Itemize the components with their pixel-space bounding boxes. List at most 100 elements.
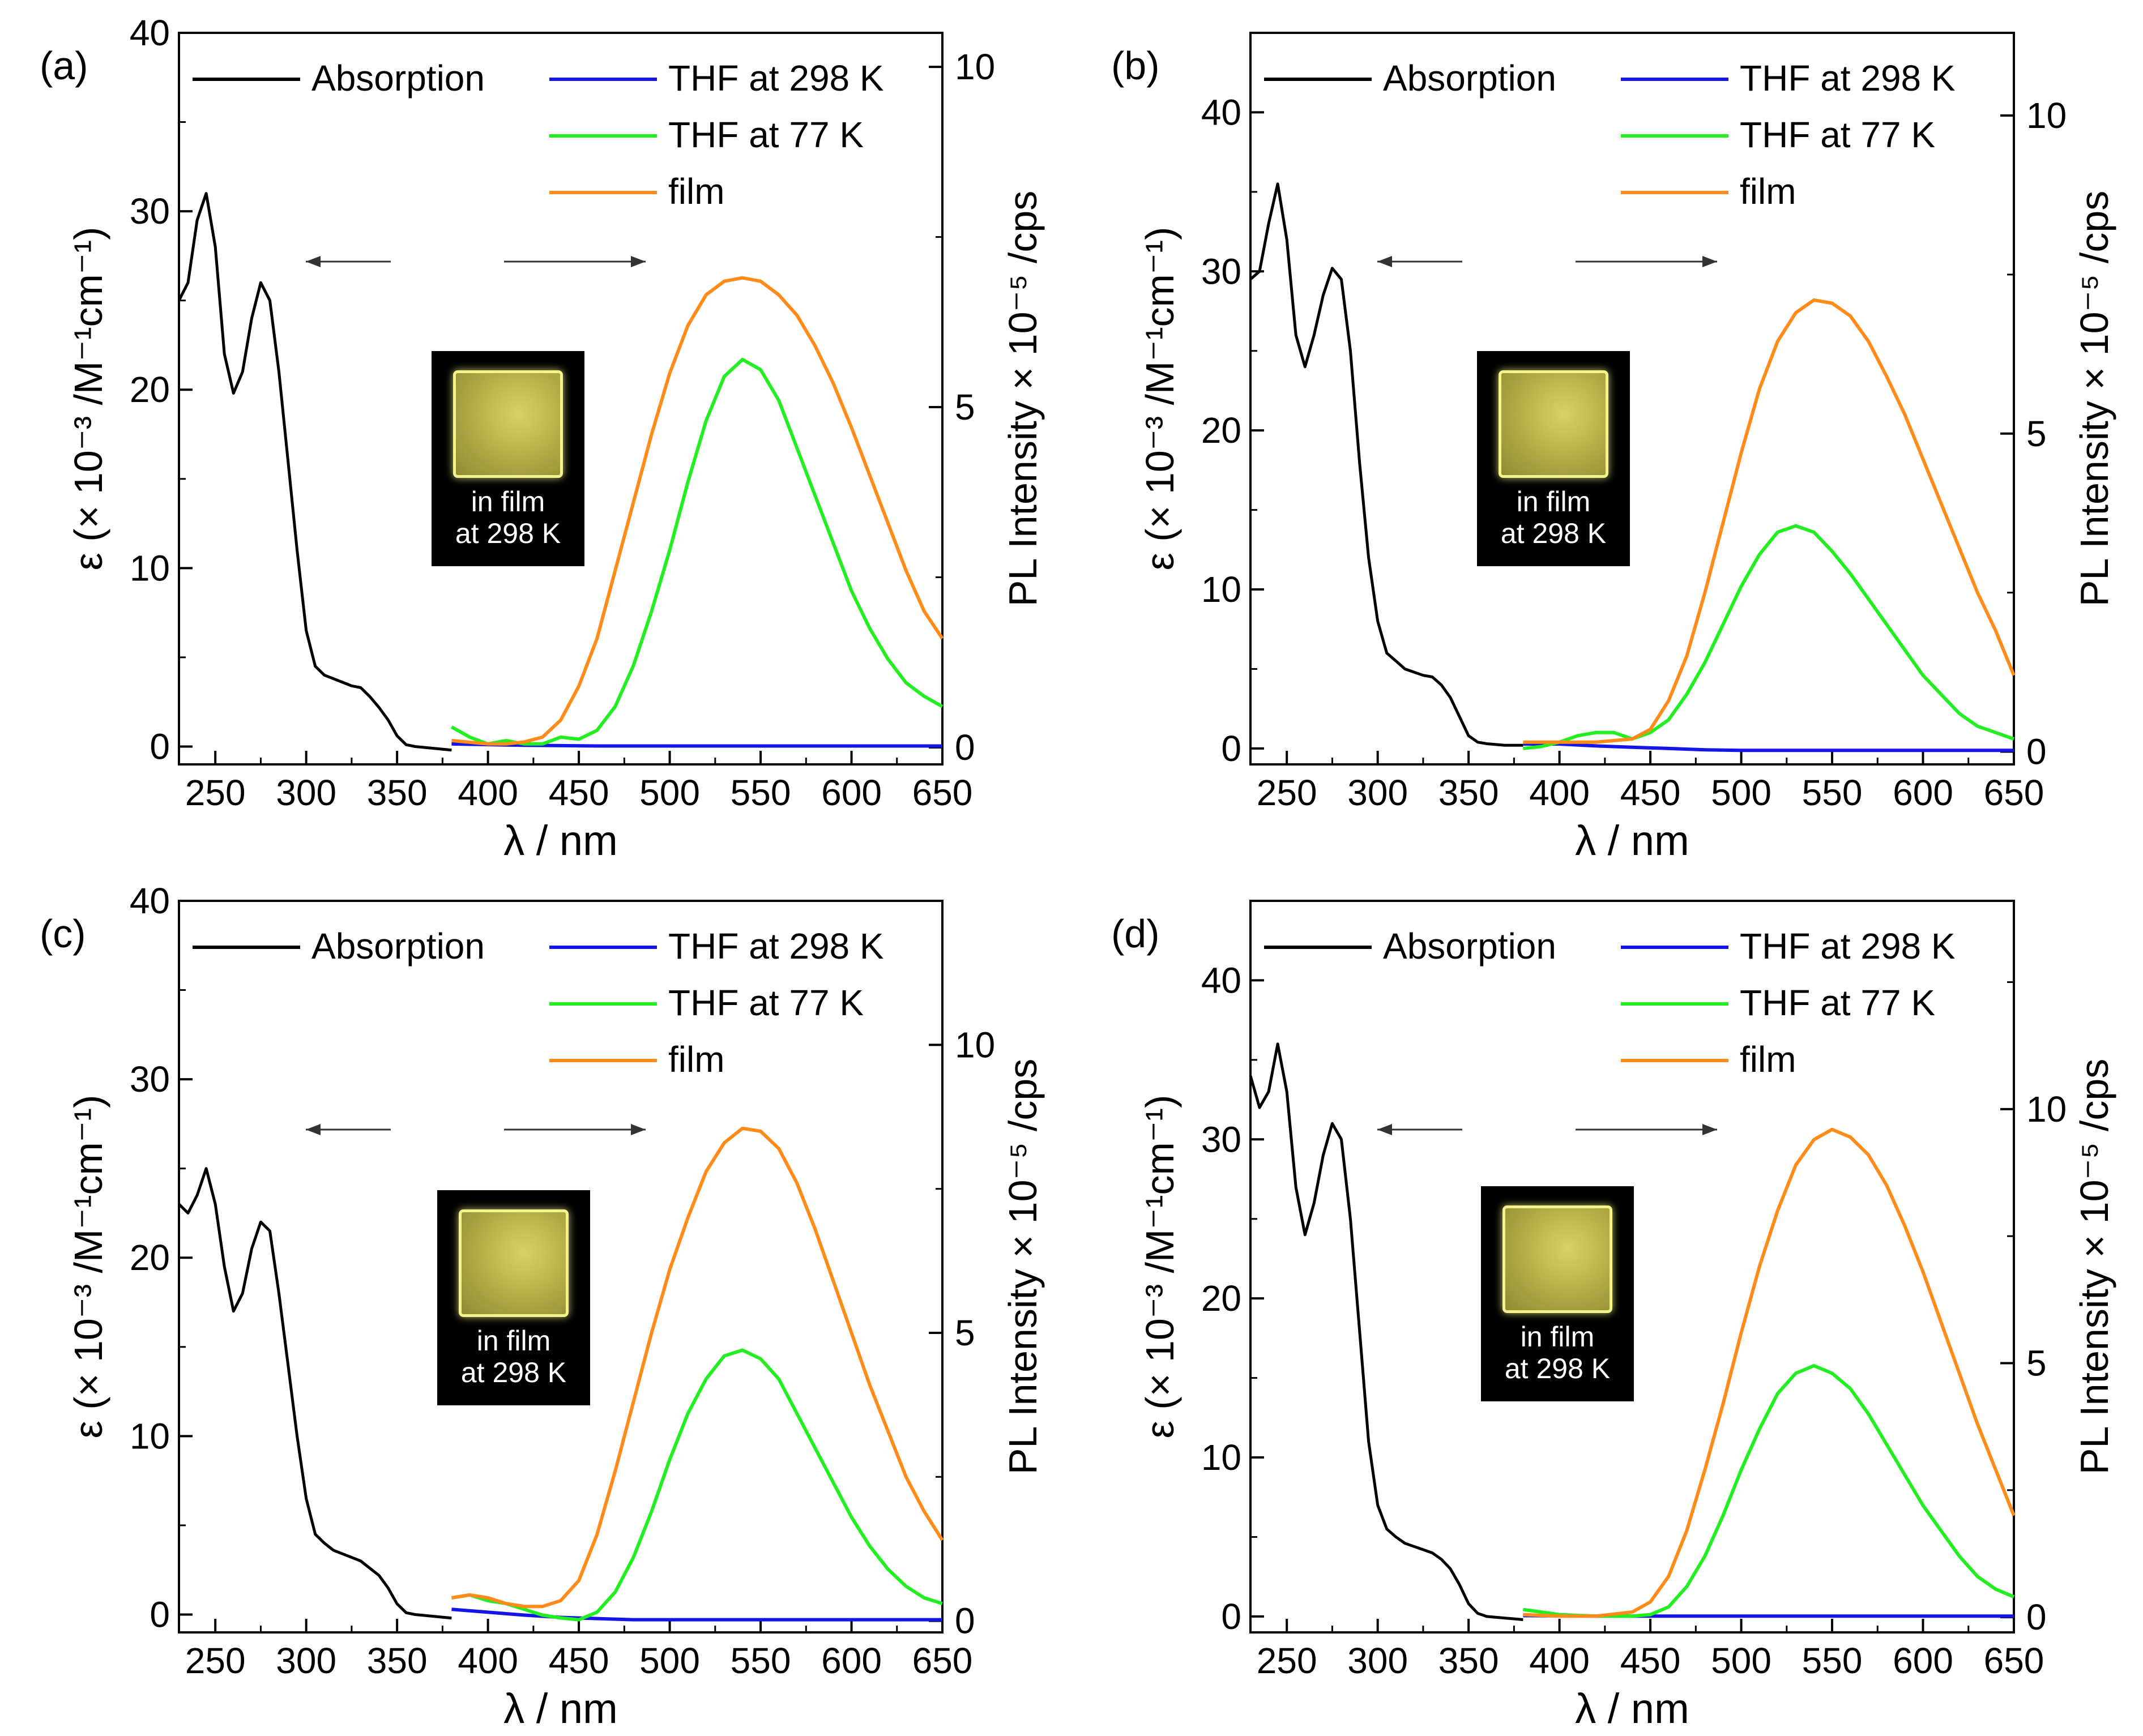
film-sample-image <box>1499 370 1608 478</box>
inset-caption-line: in film <box>471 486 545 518</box>
x-tick-label: 600 <box>1893 1640 1953 1681</box>
x-tick-label: 600 <box>821 1640 882 1681</box>
direction-arrowhead <box>1377 1124 1392 1135</box>
plot-frame <box>178 900 944 1634</box>
y-right-tick-label: 0 <box>2026 732 2047 772</box>
plot-frame <box>1249 900 2015 1634</box>
film-photo-inset: in film at 298 K <box>437 1190 590 1405</box>
chart-svg: 250 300 350 400 450 500 550 600 6500102030400510… <box>40 12 1045 864</box>
y-right-axis-label: PL Intensity × 10⁻⁵ /cps <box>1001 1059 1045 1475</box>
legend-label: THF at 298 K <box>1740 926 1956 967</box>
y-left-axis-label: ε (× 10⁻³ /M⁻¹cm⁻¹) <box>66 1095 110 1439</box>
legend-label: film <box>668 1039 725 1080</box>
y-left-tick-label: 0 <box>150 726 170 767</box>
x-tick-label: 300 <box>1347 772 1408 813</box>
film-sample-image <box>1502 1205 1612 1313</box>
inset-caption-line: in film <box>476 1325 551 1357</box>
film-photo-inset: in film at 298 K <box>1481 1186 1634 1401</box>
inset-caption-line: at 298 K <box>1500 518 1607 549</box>
series-line-absorption <box>1249 1042 1523 1621</box>
x-axis-label: λ / nm <box>1575 817 1689 864</box>
legend-label: THF at 298 K <box>1740 58 1956 99</box>
series-line-film <box>451 276 944 746</box>
legend-label: Absorption <box>311 58 485 99</box>
y-left-tick-label: 10 <box>130 548 170 588</box>
y-left-tick-label: 30 <box>1201 251 1241 292</box>
chart-svg: 250 300 350 400 450 500 550 600 6500102030400510… <box>1111 900 2116 1732</box>
panel-label: (a) <box>40 44 88 88</box>
y-right-axis-label: PL Intensity × 10⁻⁵ /cps <box>1001 191 1045 607</box>
y-left-axis-label: ε (× 10⁻³ /M⁻¹cm⁻¹) <box>1138 1095 1182 1439</box>
direction-arrowhead <box>631 256 646 267</box>
x-tick-label: 350 <box>1438 1640 1499 1681</box>
inset-caption: in film at 298 K <box>437 1325 590 1388</box>
direction-arrowhead <box>631 1124 646 1135</box>
x-tick-label: 500 <box>1711 772 1771 813</box>
x-tick-label: 350 <box>367 772 428 813</box>
legend-label: film <box>1740 1039 1796 1080</box>
series-line-thf-at-298-k <box>1523 742 2014 752</box>
inset-caption-line: in film <box>1520 1321 1595 1353</box>
legend-label: Absorption <box>311 926 485 967</box>
series-line-thf-at-77-k <box>1523 524 2014 750</box>
y-left-tick-label: 30 <box>130 1059 170 1100</box>
x-tick-label: 650 <box>912 1640 973 1681</box>
x-tick-label: 300 <box>276 1640 336 1681</box>
direction-arrowhead <box>1377 256 1392 267</box>
film-sample-image <box>453 370 563 478</box>
legend-label: film <box>1740 171 1796 212</box>
x-tick-label: 300 <box>1347 1640 1408 1681</box>
y-left-tick-label: 40 <box>1201 92 1241 132</box>
x-tick-label: 400 <box>458 1640 518 1681</box>
y-right-tick-label: 0 <box>955 727 975 768</box>
y-left-axis-label: ε (× 10⁻³ /M⁻¹cm⁻¹) <box>1138 227 1182 571</box>
x-axis-label: λ / nm <box>503 1685 617 1732</box>
chart-panel-d: 250 300 350 400 450 500 550 600 650 0 10 20 30 40 0 5 10… <box>1072 868 2143 1736</box>
y-left-tick-label: 10 <box>130 1416 170 1456</box>
y-left-tick-label: 0 <box>1221 1596 1241 1637</box>
inset-caption: in film at 298 K <box>1481 1321 1634 1384</box>
y-right-tick-label: 5 <box>955 387 975 427</box>
chart-svg: 250 300 350 400 450 500 550 600 6500102030400510… <box>40 880 1045 1732</box>
inset-caption-line: in film <box>1516 486 1591 518</box>
y-left-tick-label: 20 <box>1201 1278 1241 1319</box>
y-left-tick-label: 20 <box>1201 410 1241 451</box>
inset-caption-line: at 298 K <box>1504 1353 1611 1384</box>
series-line-film <box>1523 1127 2016 1618</box>
plot-frame <box>1249 32 2015 766</box>
panel-label: (c) <box>40 912 86 956</box>
x-tick-label: 550 <box>731 1640 791 1681</box>
x-tick-label: 650 <box>1984 1640 2044 1681</box>
x-tick-label: 450 <box>549 1640 609 1681</box>
legend-label: THF at 77 K <box>668 982 864 1023</box>
legend-label: THF at 298 K <box>668 58 884 99</box>
x-tick-label: 500 <box>1711 1640 1771 1681</box>
x-axis-label: λ / nm <box>1575 1685 1689 1732</box>
inset-caption: in film at 298 K <box>1477 486 1630 549</box>
y-left-tick-label: 10 <box>1201 569 1241 610</box>
x-tick-label: 400 <box>1529 772 1590 813</box>
series-line-absorption <box>177 192 452 752</box>
x-tick-label: 450 <box>549 772 609 813</box>
plot-frame <box>178 32 944 766</box>
inset-caption: in film at 298 K <box>432 486 584 549</box>
legend-label: film <box>668 171 725 212</box>
x-tick-label: 350 <box>1438 772 1499 813</box>
panel-label: (b) <box>1111 44 1160 88</box>
x-tick-label: 600 <box>821 772 882 813</box>
series-line-thf-at-298-k <box>451 1607 942 1622</box>
x-tick-label: 250 <box>185 772 246 813</box>
x-tick-label: 300 <box>276 772 336 813</box>
y-right-tick-label: 5 <box>955 1312 975 1353</box>
x-tick-label: 450 <box>1620 1640 1681 1681</box>
x-tick-label: 600 <box>1893 772 1953 813</box>
y-left-tick-label: 10 <box>1201 1437 1241 1478</box>
legend-label: Absorption <box>1383 926 1556 967</box>
y-left-tick-label: 40 <box>130 880 170 921</box>
x-tick-label: 250 <box>1257 1640 1317 1681</box>
chart-panel-a: 250 300 350 400 450 500 550 600 650 0 10 20 30 40 0 5 10… <box>0 0 1072 868</box>
y-left-tick-label: 40 <box>1201 960 1241 1000</box>
y-right-tick-label: 0 <box>2026 1597 2047 1637</box>
legend-label: THF at 77 K <box>1740 982 1935 1023</box>
x-tick-label: 450 <box>1620 772 1681 813</box>
